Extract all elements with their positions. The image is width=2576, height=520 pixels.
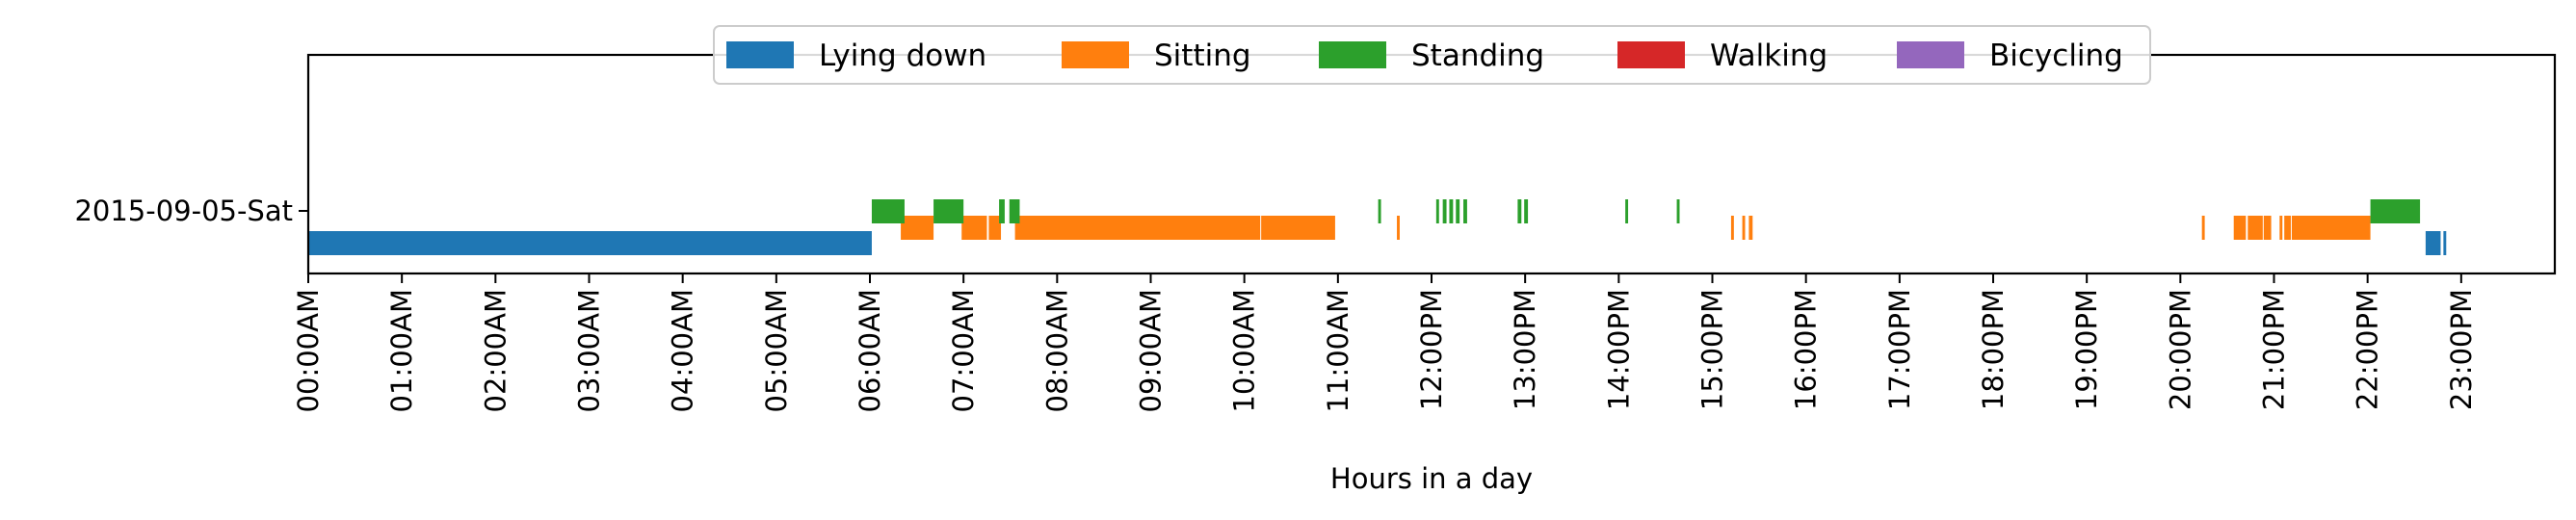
x-tick-label: 16:00PM — [1790, 289, 1823, 410]
bar-standing — [1456, 199, 1460, 223]
x-tick-label: 14:00PM — [1602, 289, 1635, 410]
x-tick-label: 06:00AM — [854, 289, 886, 412]
x-tick-label: 22:00PM — [2352, 289, 2384, 410]
bar-sitting — [2284, 216, 2291, 240]
legend-swatch — [1319, 41, 1386, 68]
x-tick-label: 07:00AM — [947, 289, 980, 412]
y-axis: 2015-09-05-Sat — [74, 195, 308, 227]
bar-sitting — [2263, 216, 2272, 240]
bar-sitting — [1730, 216, 1734, 240]
bar-standing — [933, 199, 964, 223]
x-tick-label: 17:00PM — [1883, 289, 1916, 410]
x-tick-label: 11:00AM — [1322, 289, 1354, 412]
legend-label: Standing — [1411, 39, 1544, 73]
x-tick-label: 08:00AM — [1040, 289, 1073, 412]
bar-standing — [1676, 199, 1680, 223]
bar-standing — [1517, 199, 1522, 223]
x-tick-label: 20:00PM — [2164, 289, 2196, 410]
bar-standing — [1435, 199, 1439, 223]
x-tick-label: 19:00PM — [2070, 289, 2103, 410]
bar-standing — [1442, 199, 1447, 223]
x-tick-label: 10:00AM — [1228, 289, 1261, 412]
bar-standing — [1524, 199, 1529, 223]
x-axis: 00:00AM 01:00AM 02:00AM 03:00AM 04:00AM 05:00… — [292, 273, 2478, 412]
legend-box — [713, 25, 2151, 85]
bar-standing — [1009, 199, 1020, 223]
legend-swatch — [726, 41, 794, 68]
x-tick-label: 13:00PM — [1509, 289, 1541, 410]
x-tick-label: 21:00PM — [2258, 289, 2291, 410]
bar-sitting — [1397, 216, 1400, 240]
x-tick-label: 12:00PM — [1415, 289, 1448, 410]
y-tick-label: 2015-09-05-Sat — [74, 195, 293, 227]
bar-sitting — [1748, 216, 1753, 240]
bar-standing — [1449, 199, 1454, 223]
x-tick-label: 03:00AM — [573, 289, 606, 412]
bar-sitting — [901, 216, 934, 240]
bar-lying-down — [2443, 231, 2447, 255]
bar-sitting — [2247, 216, 2263, 240]
x-tick-label: 23:00PM — [2445, 289, 2478, 410]
bar-sitting — [988, 216, 1002, 240]
legend-label: Bicycling — [1989, 39, 2123, 73]
legend-label: Sitting — [1154, 39, 1251, 73]
bar-standing — [2370, 199, 2421, 223]
bar-sitting — [2233, 216, 2247, 240]
bar-sitting — [1742, 216, 1746, 240]
x-tick-label: 15:00PM — [1696, 289, 1729, 410]
x-axis-label: Hours in a day — [1330, 462, 1533, 495]
legend: Lying down Sitting Standing Walking Bicyclin… — [713, 25, 2151, 85]
x-tick-label: 04:00AM — [667, 289, 699, 412]
legend-label: Lying down — [819, 39, 986, 73]
bar-standing — [1625, 199, 1629, 223]
bar-sitting — [1261, 216, 1335, 240]
bar-sitting — [2201, 216, 2205, 240]
bar-sitting — [2291, 216, 2371, 240]
bar-standing — [1378, 199, 1381, 223]
x-tick-label: 05:00AM — [760, 289, 793, 412]
bar-lying-down — [2425, 231, 2441, 255]
bar-sitting — [1014, 216, 1261, 240]
legend-label: Walking — [1710, 39, 1827, 73]
legend-swatch — [1062, 41, 1129, 68]
bar-lying-down — [308, 231, 872, 255]
x-tick-label: 00:00AM — [292, 289, 325, 412]
x-tick-label: 18:00PM — [1977, 289, 2010, 410]
x-tick-label: 02:00AM — [479, 289, 512, 412]
bar-standing — [1463, 199, 1467, 223]
legend-swatch — [1617, 41, 1685, 68]
x-tick-label: 01:00AM — [385, 289, 418, 412]
bar-standing — [871, 199, 905, 223]
bar-sitting — [2279, 216, 2283, 240]
activity-bars — [308, 199, 2447, 255]
bar-sitting — [961, 216, 987, 240]
x-tick-label: 09:00AM — [1135, 289, 1168, 412]
bar-standing — [999, 199, 1005, 223]
legend-swatch — [1897, 41, 1964, 68]
